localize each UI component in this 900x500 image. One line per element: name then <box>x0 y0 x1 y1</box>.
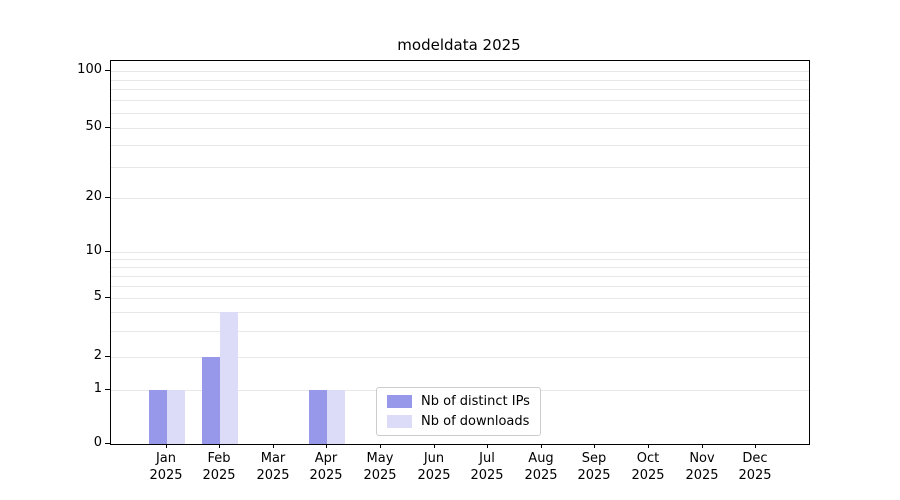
ytick-mark-10 <box>105 251 110 252</box>
gridline-y-4 <box>111 312 809 313</box>
bar-distinct-ips-apr <box>309 390 327 444</box>
xtick-month: Jan <box>155 451 177 466</box>
xtick-month: Jul <box>479 451 495 466</box>
xtick-mark-may <box>380 444 381 448</box>
xtick-label-jul: Jul 2025 <box>455 451 519 485</box>
xtick-mark-mar <box>273 444 274 448</box>
ytick-label-2: 2 <box>93 348 102 363</box>
xtick-month: Oct <box>636 451 660 466</box>
gridline-y-80 <box>111 89 809 90</box>
legend-label-distinct-ips: Nb of distinct IPs <box>421 394 530 409</box>
xtick-year: 2025 <box>470 467 504 483</box>
gridline-y-30 <box>111 167 809 168</box>
ytick-mark-0 <box>105 443 110 444</box>
xtick-year: 2025 <box>149 467 183 483</box>
xtick-label-apr: Apr 2025 <box>294 451 358 485</box>
gridline-y-100 <box>111 71 809 72</box>
gridline-y-5 <box>111 298 809 299</box>
xtick-mark-jul <box>487 444 488 448</box>
xtick-year: 2025 <box>363 467 397 483</box>
xtick-label-jan: Jan 2025 <box>134 451 198 485</box>
xtick-month: Feb <box>207 451 231 466</box>
xtick-year: 2025 <box>309 467 343 483</box>
ytick-mark-20 <box>105 197 110 198</box>
ytick-mark-5 <box>105 297 110 298</box>
xtick-label-nov: Nov 2025 <box>670 451 734 485</box>
bar-downloads-jan <box>167 390 185 444</box>
legend-swatch-downloads <box>387 415 412 428</box>
gridline-y-6 <box>111 286 809 287</box>
ytick-mark-2 <box>105 356 110 357</box>
xtick-label-mar: Mar 2025 <box>241 451 305 485</box>
gridline-y-40 <box>111 145 809 146</box>
xtick-month: Mar <box>260 451 286 466</box>
xtick-mark-oct <box>648 444 649 448</box>
legend-swatch-distinct-ips <box>387 395 412 408</box>
xtick-mark-feb <box>219 444 220 448</box>
ytick-label-5: 5 <box>93 289 102 304</box>
legend-row-distinct-ips: Nb of distinct IPs <box>387 394 530 409</box>
bar-downloads-feb <box>220 312 238 444</box>
xtick-label-sep: Sep 2025 <box>562 451 626 485</box>
xtick-label-aug: Aug 2025 <box>509 451 573 485</box>
xtick-month: Dec <box>742 451 768 466</box>
xtick-label-dec: Dec 2025 <box>723 451 787 485</box>
ytick-mark-50 <box>105 127 110 128</box>
bar-distinct-ips-jan <box>149 390 167 444</box>
legend-row-downloads: Nb of downloads <box>387 414 530 429</box>
xtick-mark-apr <box>326 444 327 448</box>
gridline-y-9 <box>111 259 809 260</box>
ytick-label-10: 10 <box>85 243 102 258</box>
xtick-label-may: May 2025 <box>348 451 412 485</box>
xtick-mark-sep <box>594 444 595 448</box>
gridline-y-2 <box>111 357 809 358</box>
xtick-year: 2025 <box>417 467 451 483</box>
ytick-label-50: 50 <box>85 119 102 134</box>
bar-downloads-apr <box>327 390 345 444</box>
gridline-y-20 <box>111 198 809 199</box>
xtick-year: 2025 <box>685 467 719 483</box>
gridline-y-8 <box>111 267 809 268</box>
xtick-month: Apr <box>314 451 338 466</box>
xtick-mark-jun <box>434 444 435 448</box>
xtick-label-jun: Jun 2025 <box>402 451 466 485</box>
xtick-month: Nov <box>689 451 715 466</box>
gridline-y-7 <box>111 276 809 277</box>
gridline-y-10 <box>111 252 809 253</box>
xtick-year: 2025 <box>631 467 665 483</box>
gridline-y-60 <box>111 113 809 114</box>
xtick-mark-nov <box>702 444 703 448</box>
gridline-y-70 <box>111 100 809 101</box>
xtick-label-oct: Oct 2025 <box>616 451 680 485</box>
xtick-year: 2025 <box>738 467 772 483</box>
ytick-label-20: 20 <box>85 189 102 204</box>
xtick-month: Aug <box>528 451 554 466</box>
xtick-year: 2025 <box>202 467 236 483</box>
xtick-mark-jan <box>166 444 167 448</box>
xtick-mark-aug <box>541 444 542 448</box>
ytick-mark-100 <box>105 70 110 71</box>
xtick-month: May <box>366 451 394 466</box>
gridline-y-50 <box>111 128 809 129</box>
legend: Nb of distinct IPs Nb of downloads <box>376 387 541 436</box>
xtick-mark-dec <box>755 444 756 448</box>
plot-area: Nb of distinct IPs Nb of downloads <box>110 60 810 445</box>
gridline-y-3 <box>111 331 809 332</box>
chart-title: modeldata 2025 <box>397 36 521 54</box>
ytick-label-1: 1 <box>93 381 102 396</box>
legend-label-downloads: Nb of downloads <box>421 414 530 429</box>
xtick-year: 2025 <box>524 467 558 483</box>
xtick-year: 2025 <box>256 467 290 483</box>
xtick-year: 2025 <box>577 467 611 483</box>
xtick-label-feb: Feb 2025 <box>187 451 251 485</box>
ytick-label-100: 100 <box>77 62 102 77</box>
ytick-label-0: 0 <box>93 435 102 450</box>
ytick-mark-1 <box>105 389 110 390</box>
gridline-y-90 <box>111 80 809 81</box>
bar-distinct-ips-feb <box>202 357 220 444</box>
xtick-month: Sep <box>581 451 607 466</box>
xtick-month: Jun <box>423 451 445 466</box>
